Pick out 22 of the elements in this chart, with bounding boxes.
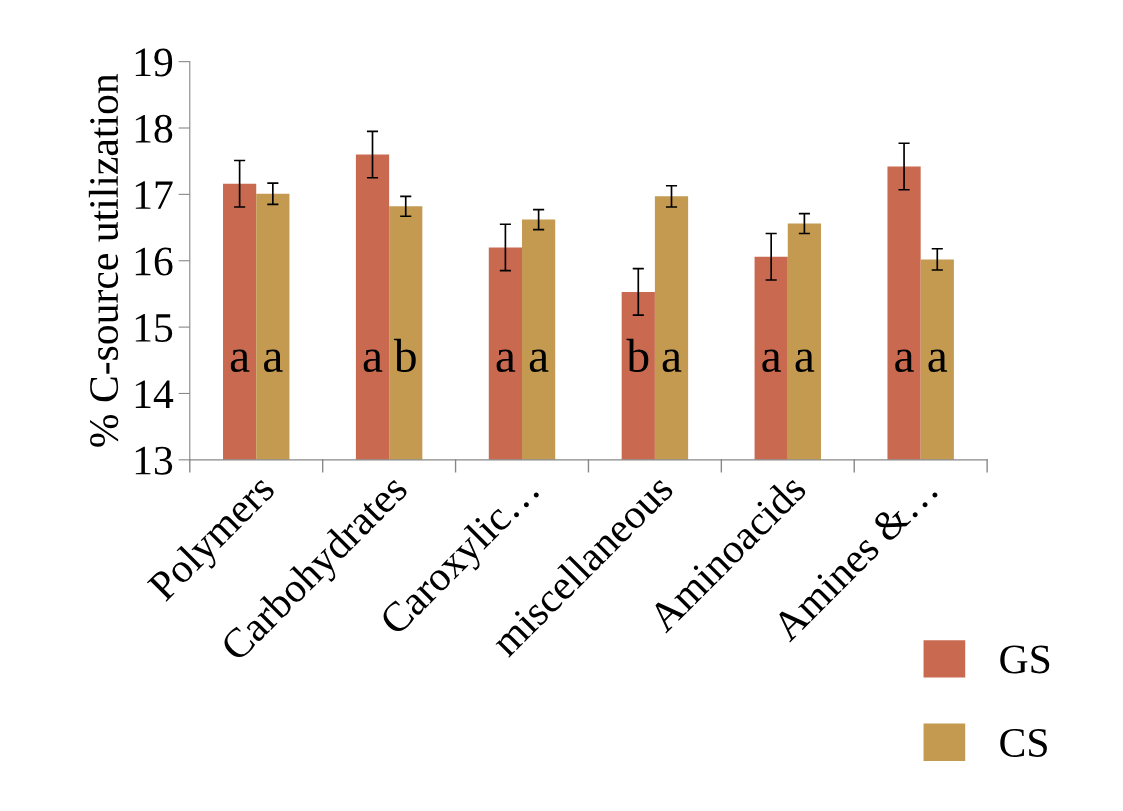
y-axis-title: % C-source utilization [88, 73, 119, 447]
annotation: a [928, 349, 948, 373]
annotation: a [363, 349, 383, 373]
y-tick-label: 14 [135, 380, 174, 408]
y-tick-label: 18 [135, 114, 173, 143]
annotation: a [795, 349, 815, 373]
annotation: a [762, 349, 782, 373]
legend-label: CS [1000, 728, 1047, 757]
annotation: b [393, 338, 416, 373]
y-tick-label: 15 [135, 314, 173, 342]
annotation: b [626, 338, 649, 373]
annotation: a [496, 349, 516, 373]
y-tick-label: 13 [135, 446, 173, 475]
y-tick-label: 16 [135, 247, 173, 276]
annotation: a [230, 349, 250, 373]
annotation: a [662, 349, 682, 373]
annotation: a [264, 349, 283, 373]
annotation: a [529, 349, 549, 373]
annotation: a [895, 349, 914, 373]
legend-label: GS [1000, 645, 1050, 674]
y-tick-label: 17 [135, 181, 173, 209]
y-tick-label: 19 [135, 48, 173, 77]
